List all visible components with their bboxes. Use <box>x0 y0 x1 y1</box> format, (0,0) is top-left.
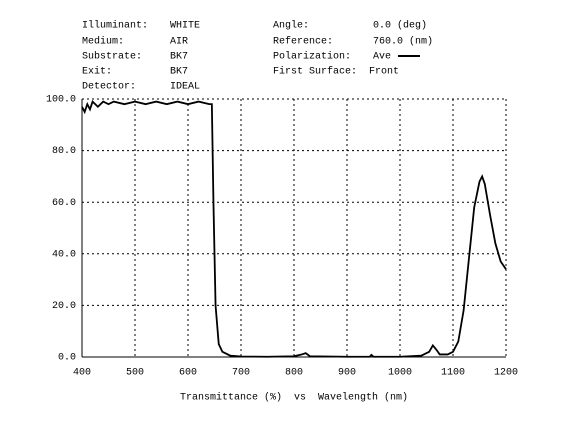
info-value: IDEAL <box>170 82 200 93</box>
info-value: Ave <box>373 52 391 63</box>
x-tick-label: 1000 <box>388 368 412 379</box>
info-label: Illuminant: <box>82 20 148 32</box>
y-tick-label: 40.0 <box>52 249 76 260</box>
x-tick-label: 1200 <box>494 368 518 379</box>
x-tick-label: 800 <box>285 368 303 379</box>
series-line <box>81 99 507 358</box>
info-value: Front <box>369 67 399 78</box>
info-label: Substrate: <box>82 51 142 63</box>
x-tick-label: 500 <box>126 368 144 379</box>
y-tick-label: 80.0 <box>52 146 76 157</box>
info-label: First Surface: <box>273 66 357 78</box>
x-tick-label: 900 <box>338 368 356 379</box>
info-label: Polarization: <box>273 51 351 63</box>
y-tick-label: 100.0 <box>46 95 76 106</box>
info-value: BK7 <box>170 52 188 63</box>
info-value: AIR <box>170 37 188 48</box>
info-label: Angle: <box>273 20 309 32</box>
y-tick-label: 60.0 <box>52 198 76 209</box>
x-tick-label: 400 <box>73 368 91 379</box>
x-tick-label: 1100 <box>441 368 465 379</box>
info-label: Reference: <box>273 36 333 48</box>
info-label: Exit: <box>82 66 112 78</box>
info-value: WHITE <box>170 21 200 32</box>
info-value: BK7 <box>170 67 188 78</box>
y-tick-label: 0.0 <box>58 353 76 364</box>
y-tick-label: 20.0 <box>52 301 76 312</box>
info-value: 0.0 (deg) <box>373 20 427 32</box>
info-value: 760.0 (nm) <box>373 36 433 48</box>
info-label: Detector: <box>82 82 136 93</box>
info-label: Medium: <box>82 36 124 48</box>
x-tick-label: 700 <box>232 368 250 379</box>
x-tick-label: 600 <box>179 368 197 379</box>
x-axis-label: Transmittance (%) vs Wavelength (nm) <box>180 392 408 404</box>
